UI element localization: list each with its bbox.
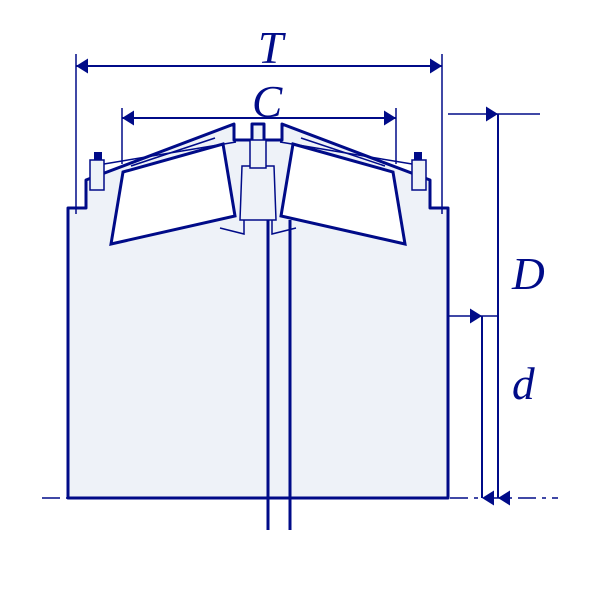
bearing-diagram: T C D d [0, 0, 600, 600]
label-C: C [252, 76, 282, 128]
label-T: T [258, 22, 283, 74]
geometry-group [42, 124, 558, 530]
label-D: D [512, 248, 545, 300]
diagram-svg [0, 0, 600, 600]
label-d: d [512, 358, 535, 410]
